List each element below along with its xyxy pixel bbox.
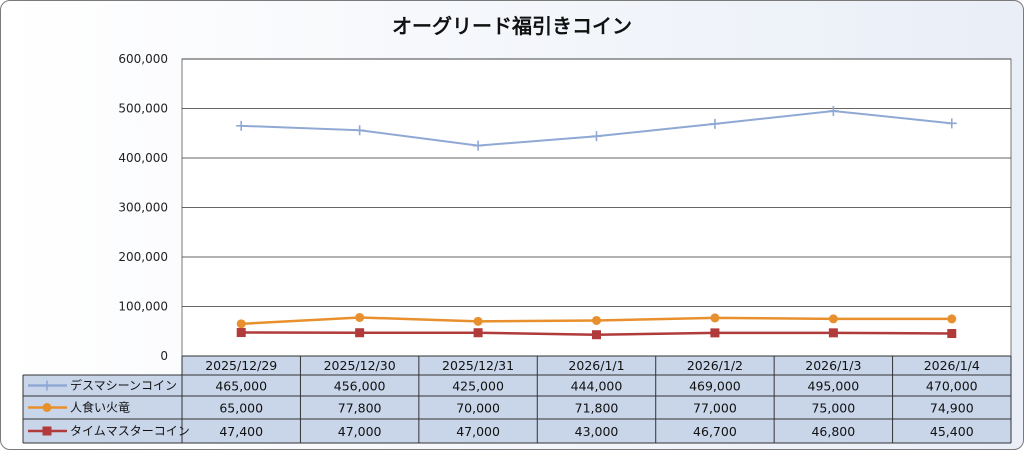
data-point	[473, 328, 483, 338]
data-point	[473, 140, 484, 151]
y-tick-label: 100,000	[118, 300, 168, 314]
legend-marker	[42, 426, 52, 436]
body-bg	[23, 375, 1011, 443]
data-label: 75,000	[811, 401, 855, 416]
legend-marker	[42, 380, 52, 391]
data-point	[828, 314, 838, 324]
data-point	[592, 330, 601, 340]
data-label: 47,000	[338, 424, 382, 439]
header-row-bg	[182, 356, 1011, 375]
series-name: 人食い火竜	[70, 400, 130, 415]
series-name: デスマシーンコイン	[70, 378, 177, 393]
data-label: 444,000	[571, 379, 623, 394]
data-label: 45,400	[930, 424, 974, 439]
x-tick-label: 2025/12/29	[205, 358, 277, 373]
x-tick-label: 2026/1/3	[805, 358, 861, 373]
data-point	[828, 328, 838, 338]
x-tick-label: 2025/12/30	[324, 358, 396, 373]
chart-title: オーグリード福引きコイン	[392, 14, 632, 38]
data-label: 47,400	[219, 424, 263, 439]
data-point	[947, 329, 957, 339]
data-point	[828, 105, 839, 116]
data-label: 456,000	[334, 379, 386, 394]
data-label: 77,000	[693, 401, 737, 416]
data-point	[592, 315, 601, 325]
data-label: 70,000	[456, 401, 500, 416]
data-point	[710, 313, 720, 323]
y-tick-label: 0	[160, 349, 168, 363]
data-label: 465,000	[215, 379, 267, 394]
data-label: 71,800	[575, 401, 619, 416]
x-tick-label: 2026/1/2	[687, 358, 743, 373]
data-label: 46,800	[811, 424, 855, 439]
y-tick-label: 400,000	[118, 151, 168, 165]
data-label: 469,000	[689, 379, 741, 394]
data-point	[354, 125, 365, 136]
y-tick-label: 200,000	[118, 250, 168, 264]
y-tick-label: 600,000	[118, 52, 168, 66]
data-table: 2025/12/29 2025/12/30 2025/12/31 2026/1/1 20…	[22, 355, 1012, 444]
data-label: 425,000	[452, 379, 504, 394]
data-point	[710, 328, 720, 338]
data-point	[355, 312, 365, 322]
data-point	[947, 314, 957, 324]
plot-area: 0 100,000 200,000 300,000 400,000 500,000 600,…	[118, 52, 1012, 363]
y-tick-label: 300,000	[118, 201, 168, 215]
data-label: 77,800	[338, 401, 382, 416]
data-point	[236, 328, 246, 338]
data-label: 65,000	[219, 401, 263, 416]
data-point	[236, 120, 247, 131]
data-point	[709, 118, 720, 129]
data-label: 46,700	[693, 424, 737, 439]
data-point	[591, 131, 602, 142]
data-label: 47,000	[456, 424, 500, 439]
y-tick-label: 500,000	[118, 102, 168, 116]
data-point	[473, 316, 483, 326]
data-label: 74,900	[930, 401, 974, 416]
data-label: 470,000	[926, 379, 978, 394]
data-label: 495,000	[808, 379, 860, 394]
x-tick-label: 2026/1/1	[568, 358, 624, 373]
data-point	[355, 328, 365, 338]
series-name: タイムマスターコイン	[70, 424, 190, 438]
legend-marker	[42, 403, 52, 412]
x-tick-label: 2025/12/31	[442, 358, 514, 373]
data-point	[946, 118, 957, 129]
data-label: 43,000	[575, 424, 619, 439]
data-point	[236, 319, 246, 329]
x-tick-label: 2026/1/4	[924, 358, 980, 373]
